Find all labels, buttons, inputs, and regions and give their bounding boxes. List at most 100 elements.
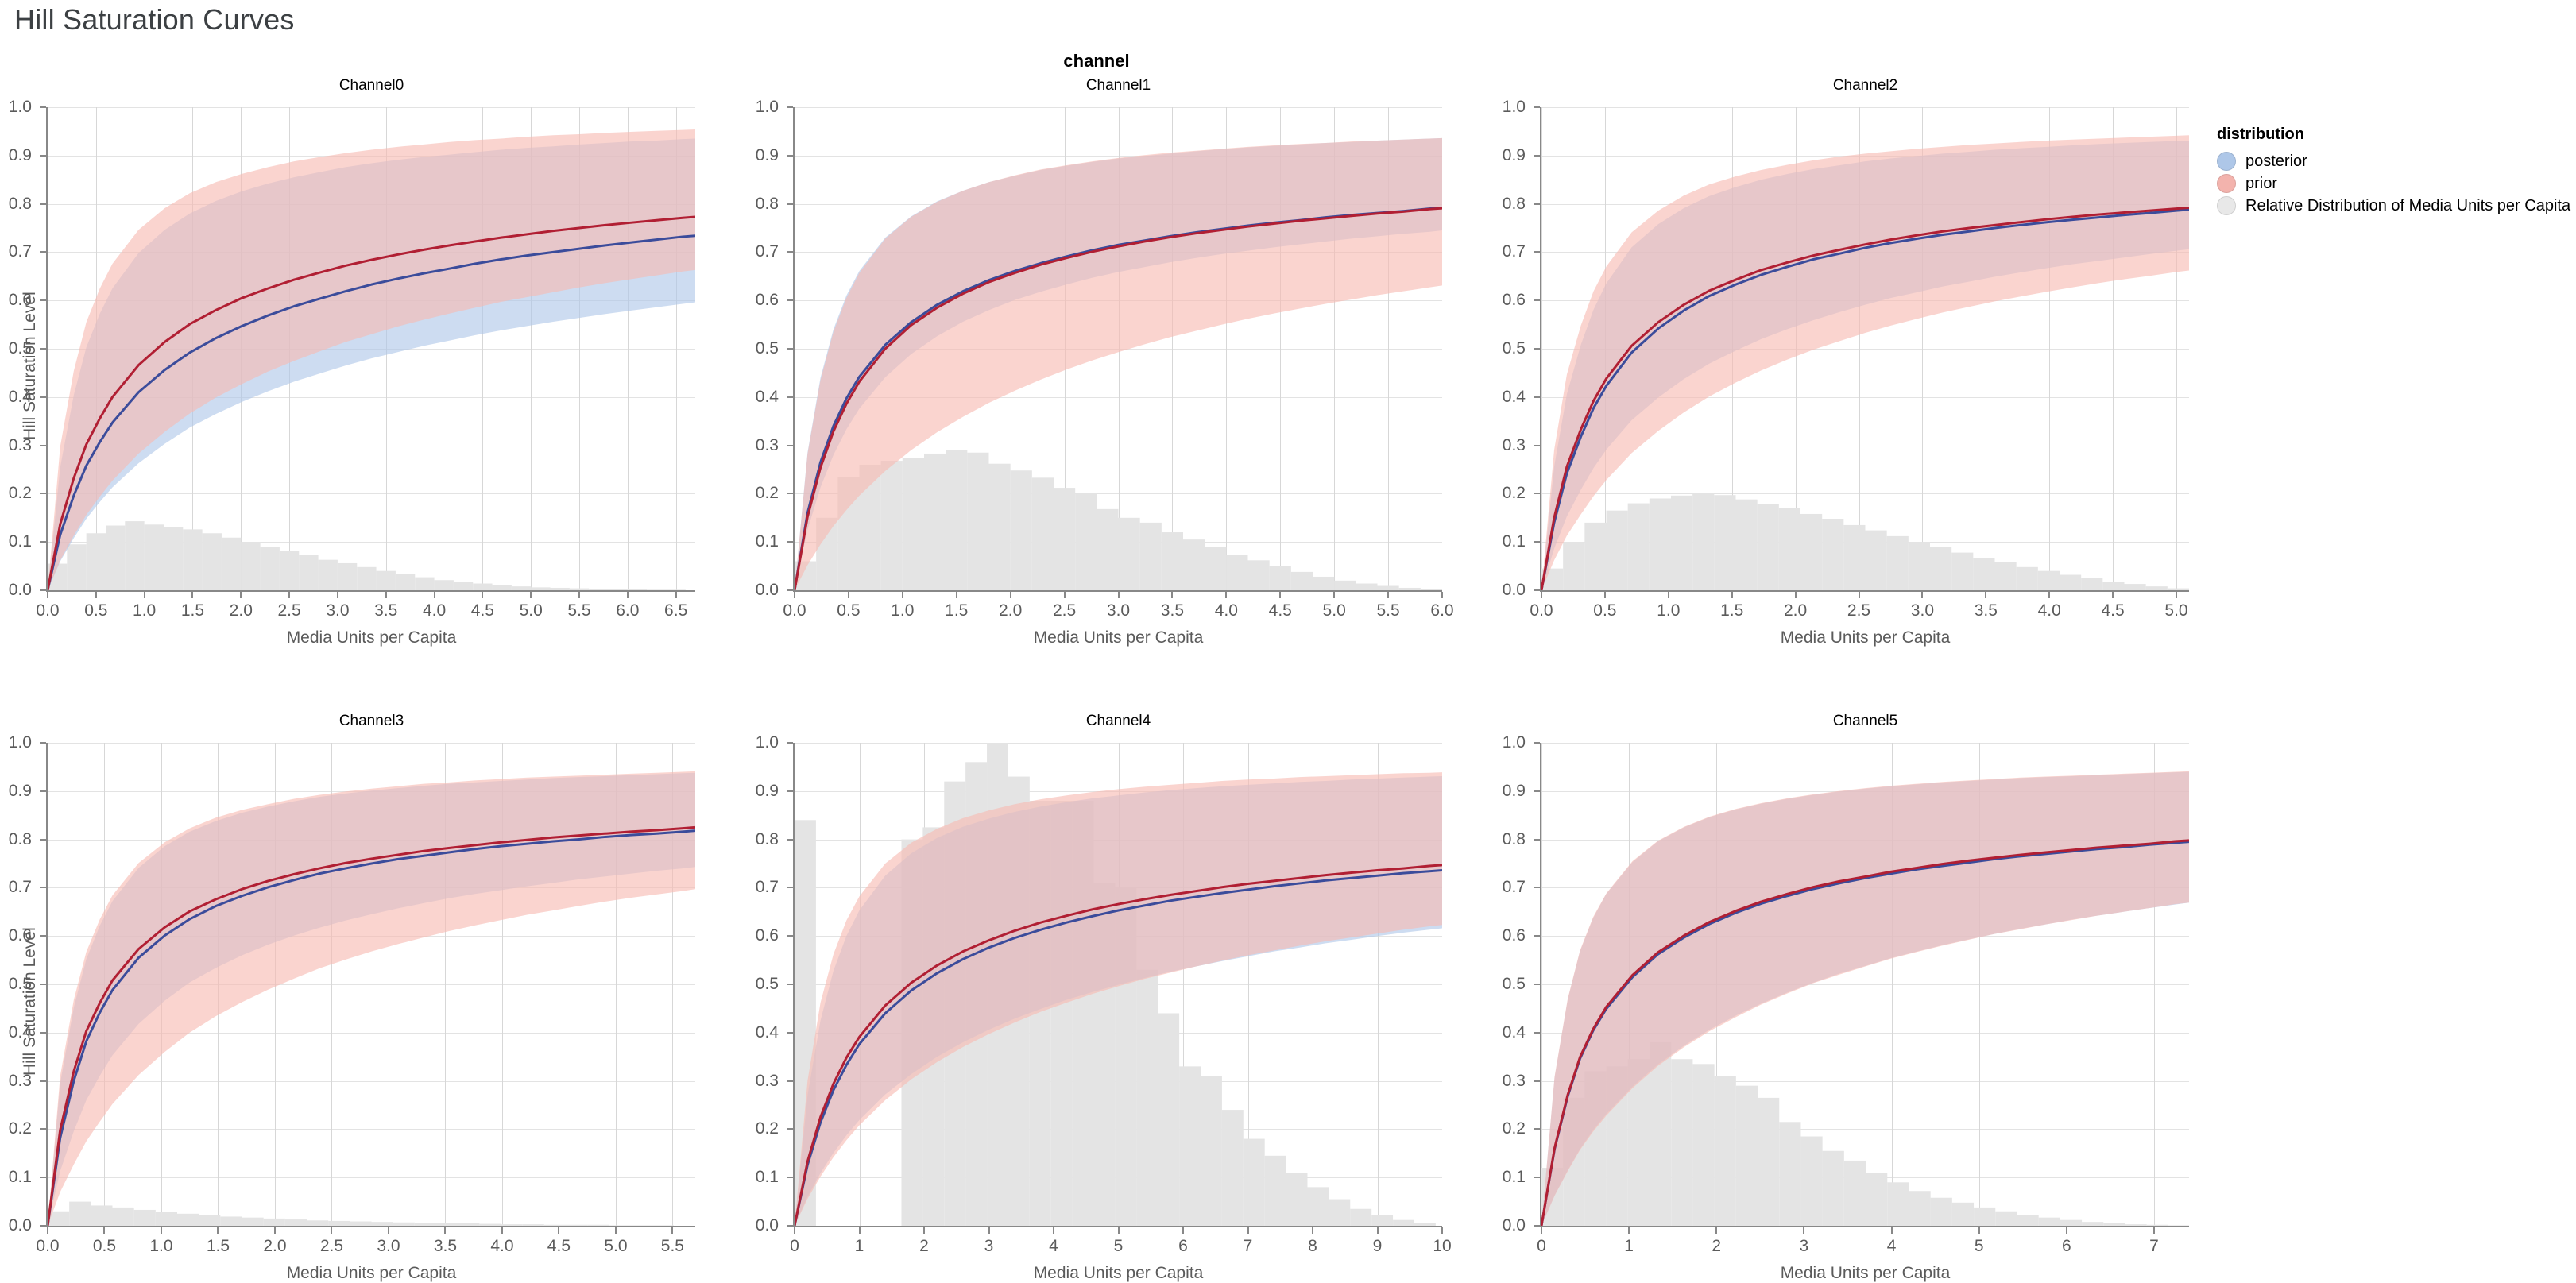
- gridline-horizontal: [795, 790, 1442, 792]
- histogram-bar: [393, 1222, 415, 1226]
- histogram-bar: [1778, 508, 1800, 590]
- y-tick-mark: [787, 1128, 793, 1130]
- gridline-vertical: [1064, 107, 1066, 590]
- gridline-horizontal: [1541, 396, 2189, 398]
- histogram-bar: [1930, 547, 1952, 590]
- gridline-vertical: [501, 743, 503, 1226]
- y-tick-mark: [787, 589, 793, 591]
- y-tick-mark: [1534, 444, 1540, 446]
- gridline-horizontal: [795, 493, 1442, 495]
- y-tick-mark: [787, 984, 793, 985]
- histogram-bar: [1951, 552, 1974, 590]
- y-tick-label: 1.0: [755, 733, 779, 752]
- gridline-horizontal: [795, 300, 1442, 302]
- y-tick-label: 0.0: [755, 1216, 779, 1235]
- x-tick-label: 2.5: [277, 601, 301, 620]
- histogram-bar: [987, 743, 1008, 1226]
- histogram-bar: [1050, 800, 1073, 1226]
- y-tick-mark: [1534, 493, 1540, 495]
- gridline-vertical: [1978, 743, 1980, 1226]
- histogram-bar: [1226, 555, 1248, 590]
- histogram-bar: [2146, 1224, 2168, 1226]
- x-tick-mark: [273, 1227, 276, 1234]
- y-tick-label: 0.8: [1502, 829, 1526, 848]
- histogram-bar: [965, 762, 988, 1226]
- legend-item-posterior[interactable]: posterior: [2217, 150, 2570, 172]
- y-tick-label: 0.6: [8, 291, 32, 310]
- x-tick-label: 4: [1886, 1237, 1897, 1255]
- confidence-band-prior: [1541, 771, 2189, 1226]
- x-tick-mark: [901, 592, 903, 598]
- x-tick-label: 2.0: [229, 601, 253, 620]
- y-tick-mark: [787, 203, 793, 205]
- gridline-vertical: [988, 743, 990, 1226]
- histogram-bar: [795, 561, 817, 590]
- x-tick-label: 0.0: [783, 601, 806, 620]
- histogram-bar: [263, 1218, 285, 1226]
- gridline-vertical: [1541, 743, 1542, 1226]
- legend-item-prior[interactable]: prior: [2217, 172, 2570, 195]
- x-tick-label: 4: [1049, 1237, 1058, 1255]
- histogram-bar: [627, 589, 648, 590]
- y-tick-label: 0.4: [8, 1022, 32, 1041]
- histogram-bar: [1097, 508, 1119, 590]
- histogram-bar: [569, 588, 590, 590]
- legend-item-relative-distribution-of-media-units-per-capita[interactable]: Relative Distribution of Media Units per…: [2217, 195, 2570, 217]
- y-tick-label: 1.0: [8, 733, 32, 752]
- facet-header-channel: channel: [1063, 51, 1130, 71]
- gridline-horizontal: [795, 155, 1442, 157]
- gridline-horizontal: [48, 493, 695, 495]
- histogram-bar: [2167, 588, 2189, 590]
- gridline-horizontal: [48, 1177, 695, 1179]
- x-tick-mark: [2065, 1227, 2067, 1234]
- histogram-bar: [1822, 1150, 1844, 1226]
- confidence-band-posterior: [795, 775, 1442, 1226]
- gridline-vertical: [241, 107, 242, 590]
- histogram-bar: [522, 1224, 544, 1226]
- x-tick-mark: [794, 1227, 795, 1234]
- y-tick-label: 0.2: [755, 1119, 779, 1138]
- gridline-vertical: [385, 107, 387, 590]
- y-tick-label: 1.0: [1502, 98, 1526, 116]
- x-tick-label: 3.5: [1160, 601, 1185, 620]
- y-tick-label: 0.0: [1502, 581, 1526, 599]
- y-tick-mark: [1534, 106, 1540, 108]
- histogram-bar: [284, 1219, 307, 1226]
- gridline-horizontal: [795, 107, 1442, 108]
- histogram-bar: [1115, 887, 1137, 1226]
- histogram-bar: [133, 1209, 156, 1226]
- histogram-bar: [1757, 504, 1779, 590]
- x-tick-label: 4.0: [422, 601, 447, 620]
- series-layer: [1541, 771, 2189, 1226]
- gridline-vertical: [1891, 743, 1893, 1226]
- y-tick-mark: [40, 1225, 46, 1227]
- histogram-bar: [1307, 1187, 1329, 1226]
- y-tick-label: 0.9: [1502, 145, 1526, 164]
- histogram-bar: [1029, 800, 1051, 1226]
- x-tick-mark: [1387, 592, 1390, 598]
- gridline-vertical: [1795, 107, 1797, 590]
- x-tick-label: 1.0: [1657, 601, 1681, 620]
- x-tick-label: 5: [1113, 1237, 1124, 1255]
- confidence-band-prior: [48, 129, 695, 590]
- x-tick-label: 0.0: [1530, 601, 1553, 620]
- x-tick-mark: [614, 1227, 617, 1234]
- histogram-bar: [1072, 800, 1094, 1226]
- y-tick-label: 0.3: [755, 1071, 779, 1090]
- x-tick-label: 9: [1372, 1237, 1383, 1255]
- y-tick-label: 0.2: [8, 1119, 32, 1138]
- histogram-bar: [630, 1225, 652, 1226]
- y-tick-label: 0.6: [1502, 291, 1526, 310]
- histogram-bar: [1329, 1199, 1351, 1226]
- gridline-vertical: [1922, 107, 1924, 590]
- panel-title: Channel4: [1085, 713, 1151, 729]
- gridline-vertical: [1172, 107, 1174, 590]
- x-tick-label: 2.5: [1847, 601, 1871, 620]
- x-tick-mark: [47, 1227, 48, 1234]
- legend-item-label: posterior: [2245, 152, 2307, 170]
- x-tick-label: 3.0: [326, 601, 350, 620]
- histogram-bar: [902, 458, 924, 590]
- x-tick-label: 0.5: [837, 601, 861, 620]
- histogram-bar: [1843, 1160, 1866, 1226]
